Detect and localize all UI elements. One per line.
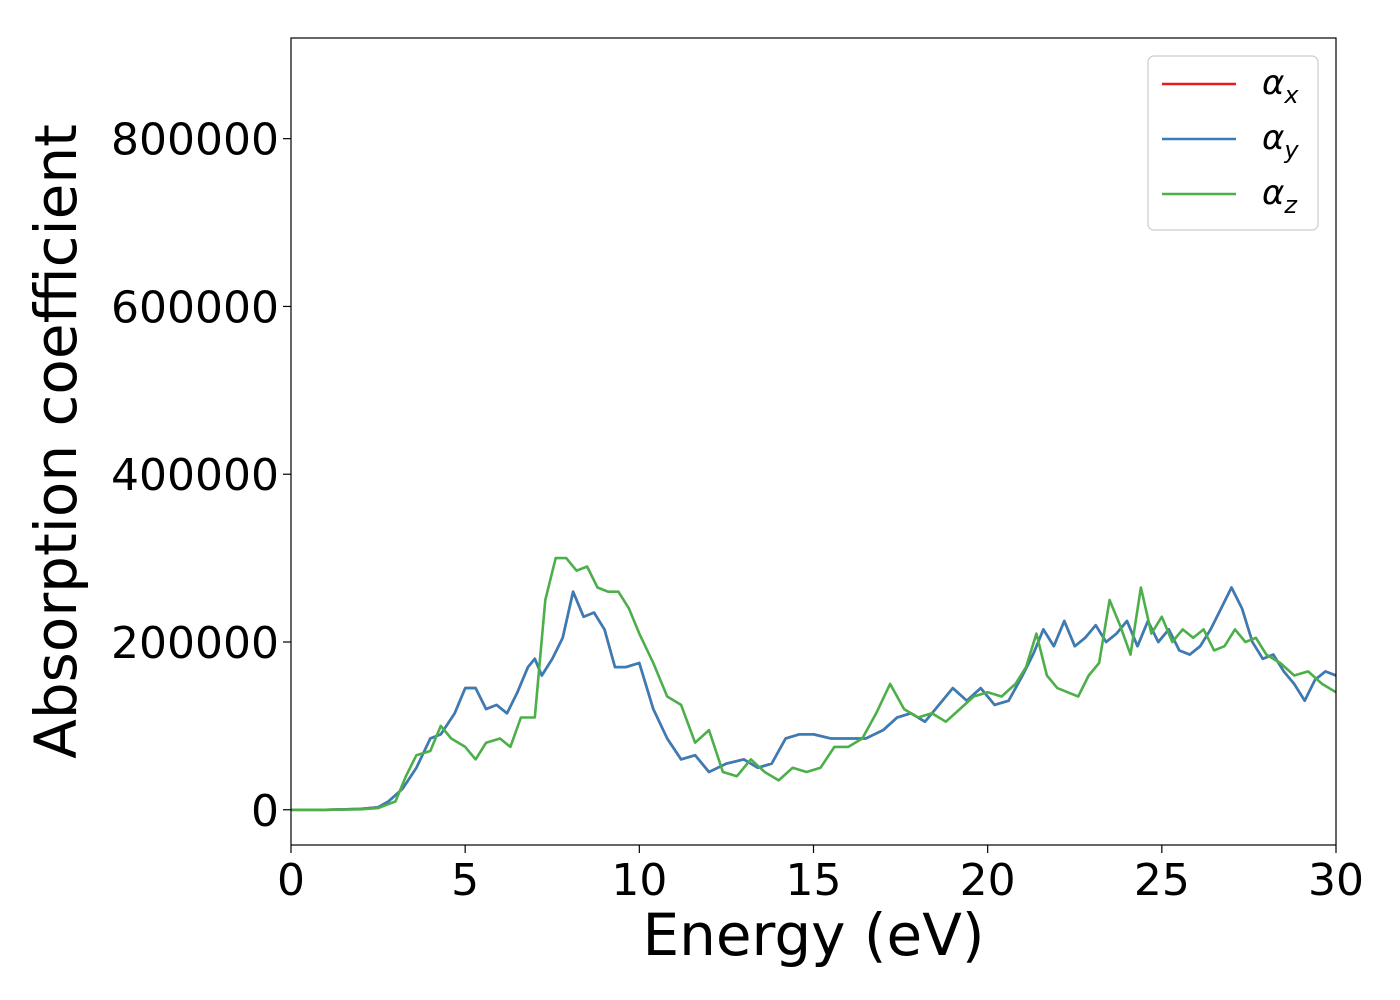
series-line-z [291, 556, 1336, 812]
legend-label-sub: z [1283, 191, 1298, 219]
x-axis-label: Energy (eV) [642, 901, 984, 969]
x-tick-label: 20 [960, 855, 1016, 906]
x-tick-label: 5 [451, 855, 479, 906]
y-tick-label: 800000 [111, 115, 279, 166]
legend-box [1147, 55, 1319, 231]
legend-label-base: α [1262, 173, 1284, 213]
legend-label-base: α [1262, 118, 1284, 158]
series-line-x [291, 586, 1336, 812]
y-axis: 0 200000 400000 600000 800000 [111, 115, 291, 837]
x-tick-label: 30 [1308, 855, 1364, 906]
legend-label-sub: x [1283, 81, 1299, 109]
x-tick-label: 25 [1134, 855, 1190, 906]
x-tick-label: 10 [611, 855, 667, 906]
y-tick-label: 400000 [111, 450, 279, 501]
series-line-y [291, 586, 1336, 812]
legend-label-z: αz [1262, 173, 1298, 219]
y-axis-label: Absorption coefficient [22, 124, 90, 759]
x-tick-label: 0 [277, 855, 305, 906]
x-axis: 0 5 10 15 20 25 30 [277, 845, 1364, 906]
legend-label-y: αy [1262, 118, 1299, 164]
y-tick-label: 0 [251, 786, 279, 837]
legend-label-x: αx [1262, 63, 1299, 109]
series-layer [291, 556, 1336, 812]
x-tick-label: 15 [786, 855, 842, 906]
legend-label-base: α [1262, 63, 1284, 103]
legend-label-sub: y [1283, 136, 1299, 164]
y-tick-label: 200000 [111, 618, 279, 669]
y-tick-label: 600000 [111, 282, 279, 333]
